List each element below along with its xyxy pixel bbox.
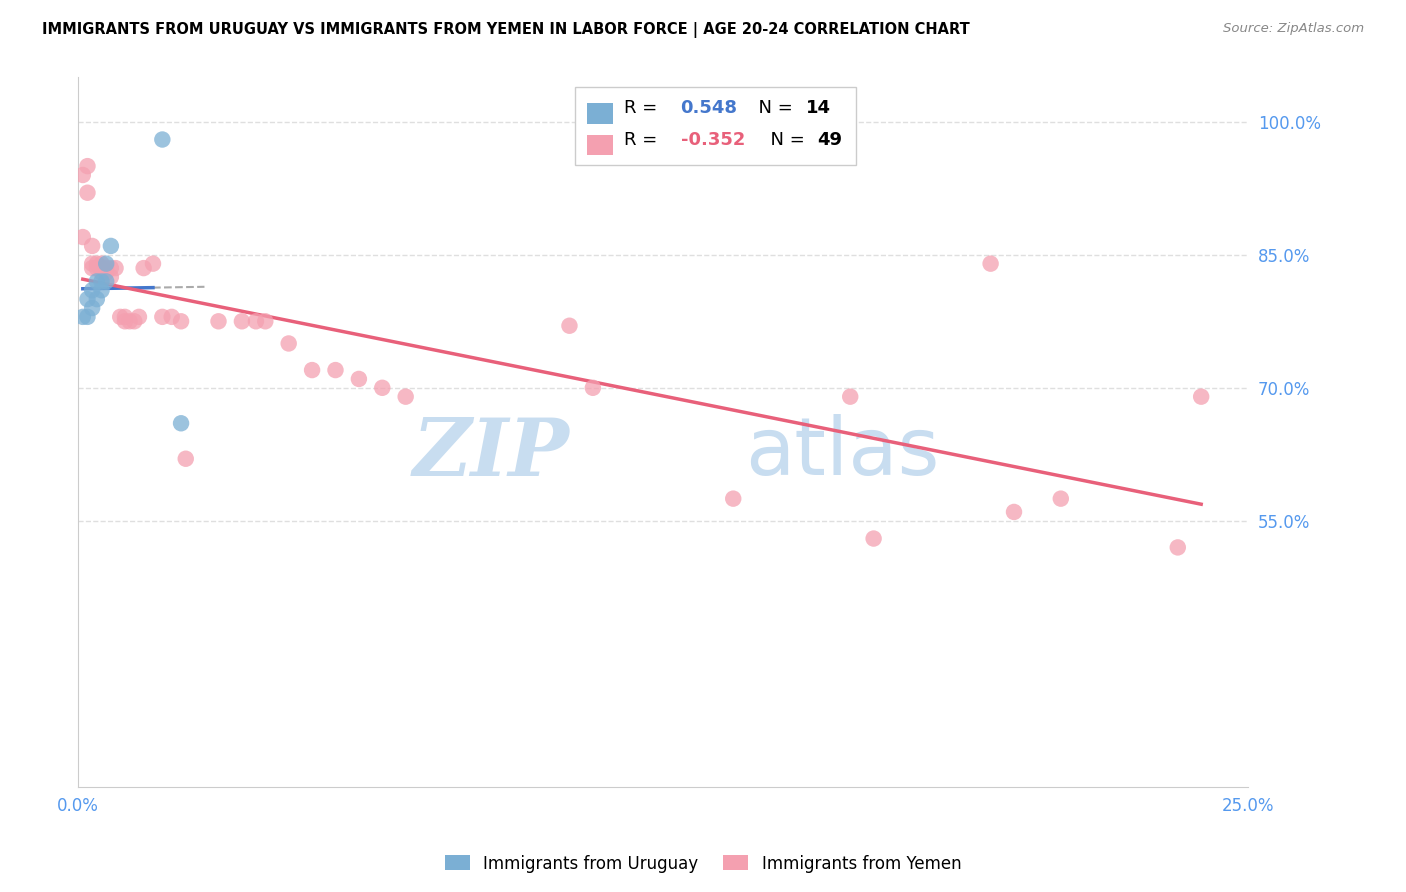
Point (90, 257, 112, 271)
Text: IMMIGRANTS FROM URUGUAY VS IMMIGRANTS FROM YEMEN IN LABOR FORCE | AGE 20-24 CORR: IMMIGRANTS FROM URUGUAY VS IMMIGRANTS FR… (42, 22, 970, 38)
Point (110, 310, 132, 324)
Point (1002, 505, 1025, 519)
Point (86, 274, 108, 288)
Point (395, 390, 418, 404)
Point (142, 257, 165, 271)
Point (1167, 541, 1189, 555)
Point (100, 261, 122, 276)
Point (90, 266, 112, 280)
Point (90, 261, 112, 276)
Point (82, 257, 104, 271)
Point (72, 230, 94, 244)
Point (150, 310, 173, 324)
Point (150, 132, 173, 146)
Text: 0.548: 0.548 (681, 99, 738, 117)
Point (839, 390, 862, 404)
Point (86, 261, 108, 276)
Point (90, 283, 112, 297)
Point (207, 314, 229, 328)
Point (723, 491, 745, 506)
Text: -0.352: -0.352 (681, 131, 745, 149)
Text: N =: N = (747, 99, 799, 117)
Point (100, 239, 122, 253)
Point (96, 266, 118, 280)
Point (118, 314, 141, 328)
Point (245, 314, 267, 328)
Point (100, 269, 122, 284)
Point (160, 310, 183, 324)
Text: Source: ZipAtlas.com: Source: ZipAtlas.com (1223, 22, 1364, 36)
Point (90, 274, 112, 288)
FancyBboxPatch shape (588, 136, 613, 155)
Point (301, 363, 323, 377)
Text: atlas: atlas (745, 415, 939, 492)
Legend: Immigrants from Uruguay, Immigrants from Yemen: Immigrants from Uruguay, Immigrants from… (439, 848, 967, 880)
Point (82, 283, 104, 297)
Point (72, 168, 94, 182)
Point (86, 257, 108, 271)
Point (170, 314, 193, 328)
Point (132, 261, 155, 276)
Point (347, 372, 370, 386)
Text: ZIP: ZIP (412, 415, 569, 492)
Point (96, 274, 118, 288)
Point (325, 363, 347, 377)
Point (82, 239, 104, 253)
Point (86, 292, 108, 306)
Point (170, 417, 193, 431)
Point (96, 257, 118, 271)
Text: R =: R = (624, 131, 664, 149)
Point (104, 261, 127, 276)
Point (582, 381, 605, 395)
Point (128, 310, 150, 324)
Point (76, 292, 98, 306)
Point (72, 310, 94, 324)
Point (254, 314, 277, 328)
Point (82, 301, 104, 315)
Point (76, 186, 98, 200)
Text: N =: N = (759, 131, 810, 149)
Point (96, 261, 118, 276)
Point (122, 314, 145, 328)
Point (76, 159, 98, 173)
Point (277, 336, 299, 351)
Text: 49: 49 (817, 131, 842, 149)
Point (1049, 491, 1071, 506)
FancyBboxPatch shape (588, 103, 613, 124)
Point (1189, 390, 1212, 404)
Text: 14: 14 (806, 99, 831, 117)
Point (231, 314, 253, 328)
Point (174, 451, 197, 466)
Point (114, 310, 136, 324)
Point (558, 318, 581, 333)
Point (82, 261, 104, 276)
FancyBboxPatch shape (575, 87, 856, 165)
Text: R =: R = (624, 99, 664, 117)
Point (980, 257, 1002, 271)
Point (76, 310, 98, 324)
Point (114, 314, 136, 328)
Point (371, 381, 394, 395)
Point (862, 532, 884, 546)
